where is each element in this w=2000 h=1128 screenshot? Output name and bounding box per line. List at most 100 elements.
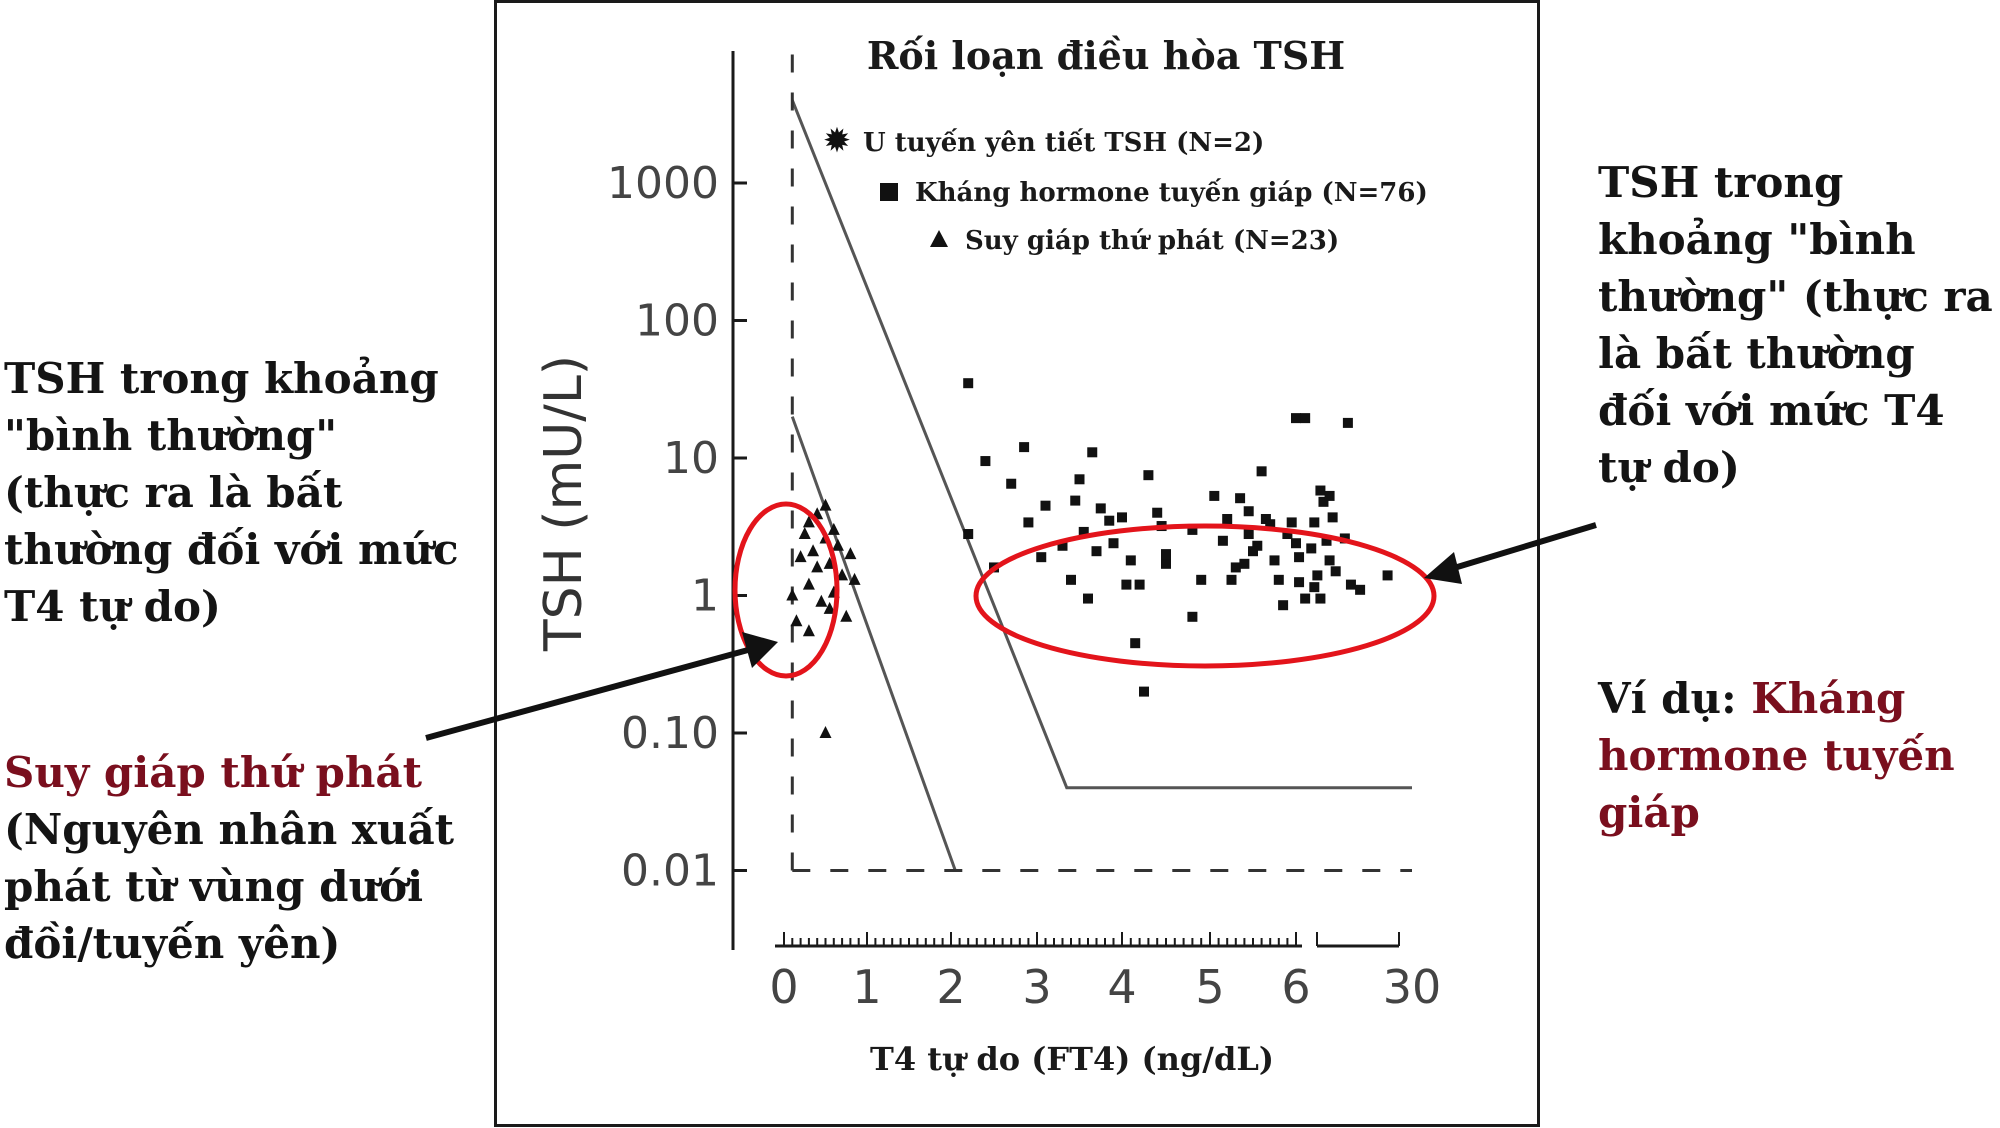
- square-point: [1006, 478, 1017, 489]
- legend-star-marker: ✹: [823, 121, 852, 161]
- square-point: [1104, 515, 1115, 526]
- y-tick-label: 1000: [607, 158, 719, 209]
- y-tick-label: 100: [635, 296, 719, 347]
- triangle-point: [848, 572, 861, 585]
- square-point: [1291, 538, 1301, 549]
- triangle-point: [811, 560, 824, 573]
- triangle-point: [827, 522, 840, 535]
- square-point: [963, 529, 974, 540]
- x-tick-label: 4: [1107, 960, 1136, 1014]
- square-point: [1036, 552, 1047, 563]
- x-tick-label: 5: [1195, 960, 1224, 1014]
- square-point: [1291, 413, 1301, 424]
- square-point: [1091, 546, 1102, 557]
- square-point: [1248, 546, 1258, 557]
- x-tick-label: 0: [769, 960, 798, 1014]
- square-point: [1217, 535, 1228, 546]
- legend-label: Suy giáp thứ phát (N=23): [965, 226, 1339, 256]
- square-point: [1083, 593, 1093, 604]
- square-point: [1321, 535, 1332, 546]
- example-prefix: Ví dụ:: [1598, 674, 1752, 723]
- square-point: [1134, 579, 1145, 590]
- square-point: [1315, 485, 1326, 496]
- square-point: [1300, 413, 1311, 424]
- example-thyroid-resistance: Kháng hormone tuyến giáp: [1598, 674, 1955, 837]
- square-point: [963, 378, 974, 389]
- square-point: [1278, 600, 1289, 611]
- square-point: [1324, 490, 1335, 501]
- square-point: [1125, 555, 1136, 566]
- left-annotation-secondary-hypothyroidism: Suy giáp thứ phát (Nguyên nhân xuất phát…: [4, 744, 474, 972]
- square-point: [1222, 514, 1233, 525]
- square-point: [1117, 512, 1127, 523]
- legend-label: Kháng hormone tuyến giáp (N=76): [915, 177, 1428, 208]
- triangle-point: [802, 624, 815, 637]
- triangle-point: [823, 601, 836, 614]
- y-tick-label: 0.10: [621, 708, 719, 759]
- square-point: [1243, 529, 1254, 540]
- square-point: [1252, 540, 1263, 551]
- y-tick-label: 1: [691, 571, 719, 622]
- triangle-point: [807, 544, 820, 557]
- square-point: [1345, 579, 1356, 590]
- square-point: [1315, 593, 1326, 604]
- triangle-point: [844, 547, 857, 560]
- legend-triangle-marker: [930, 230, 948, 247]
- square-point: [1355, 584, 1366, 595]
- square-point: [1187, 611, 1198, 622]
- square-point: [1108, 538, 1119, 549]
- secondary-hypothyroidism-cause: (Nguyên nhân xuất phát từ vùng dưới đồi/…: [4, 805, 455, 968]
- triangle-point: [802, 515, 815, 528]
- square-point: [1324, 555, 1335, 566]
- highlight-ellipses: [732, 501, 1437, 679]
- square-point: [1265, 519, 1276, 530]
- square-point: [1273, 574, 1284, 585]
- thyroid-resistance-ellipse: [973, 523, 1437, 669]
- reference-lines: [790, 45, 1412, 872]
- square-point: [1226, 574, 1237, 585]
- triangle-point: [836, 568, 849, 581]
- square-point: [1282, 529, 1293, 540]
- square-point: [1318, 496, 1329, 507]
- square-point: [1306, 543, 1317, 554]
- square-point: [1312, 570, 1323, 581]
- square-point: [1260, 514, 1271, 525]
- tsh-scatter-chart: Rối loạn điều hòa TSH TSH (mU/L) T4 tự d…: [534, 33, 1441, 1078]
- square-point: [1239, 558, 1250, 569]
- square-point: [1074, 474, 1085, 485]
- square-point: [1330, 566, 1341, 577]
- square-point: [1382, 570, 1393, 581]
- square-point: [1161, 558, 1171, 569]
- x-tick-label: 1: [852, 960, 881, 1014]
- square-point: [1235, 493, 1246, 504]
- triangle-point: [794, 550, 807, 563]
- x-tick-label: 2: [936, 960, 965, 1014]
- triangle-point: [831, 538, 844, 551]
- triangle-point: [790, 614, 803, 627]
- square-point: [1209, 490, 1220, 501]
- triangle-point: [815, 594, 828, 607]
- square-point: [980, 456, 991, 467]
- square-point: [1019, 442, 1030, 453]
- square-point: [1309, 582, 1320, 593]
- square-point: [1121, 579, 1132, 590]
- chart-legend: ✹ U tuyến yên tiết TSH (N=2) Kháng hormone…: [823, 121, 1428, 256]
- triangle-point: [798, 527, 811, 540]
- x-tick-label: 6: [1281, 960, 1310, 1014]
- left-annotation-normal-range: TSH trong khoảng "bình thường" (thực ra …: [4, 354, 459, 631]
- square-point: [1342, 417, 1353, 428]
- square-point: [1057, 540, 1068, 551]
- square-point: [1095, 503, 1106, 514]
- triangle-point: [786, 588, 799, 601]
- right-annotation-example: Ví dụ: Kháng hormone tuyến giáp: [1598, 670, 1998, 841]
- square-point: [1196, 574, 1207, 585]
- x-tick-label: 3: [1022, 960, 1051, 1014]
- square-point: [1023, 517, 1034, 528]
- square-point: [1300, 593, 1311, 604]
- triangle-point: [819, 726, 832, 738]
- square-point: [1286, 517, 1297, 528]
- chart-frame: Rối loạn điều hòa TSH TSH (mU/L) T4 tự d…: [494, 0, 1540, 1127]
- right-annotation-normal-range: TSH trong khoảng "bình thường" (thực ra …: [1598, 158, 1993, 492]
- legend-square-marker: [880, 183, 898, 201]
- square-point: [1070, 495, 1081, 506]
